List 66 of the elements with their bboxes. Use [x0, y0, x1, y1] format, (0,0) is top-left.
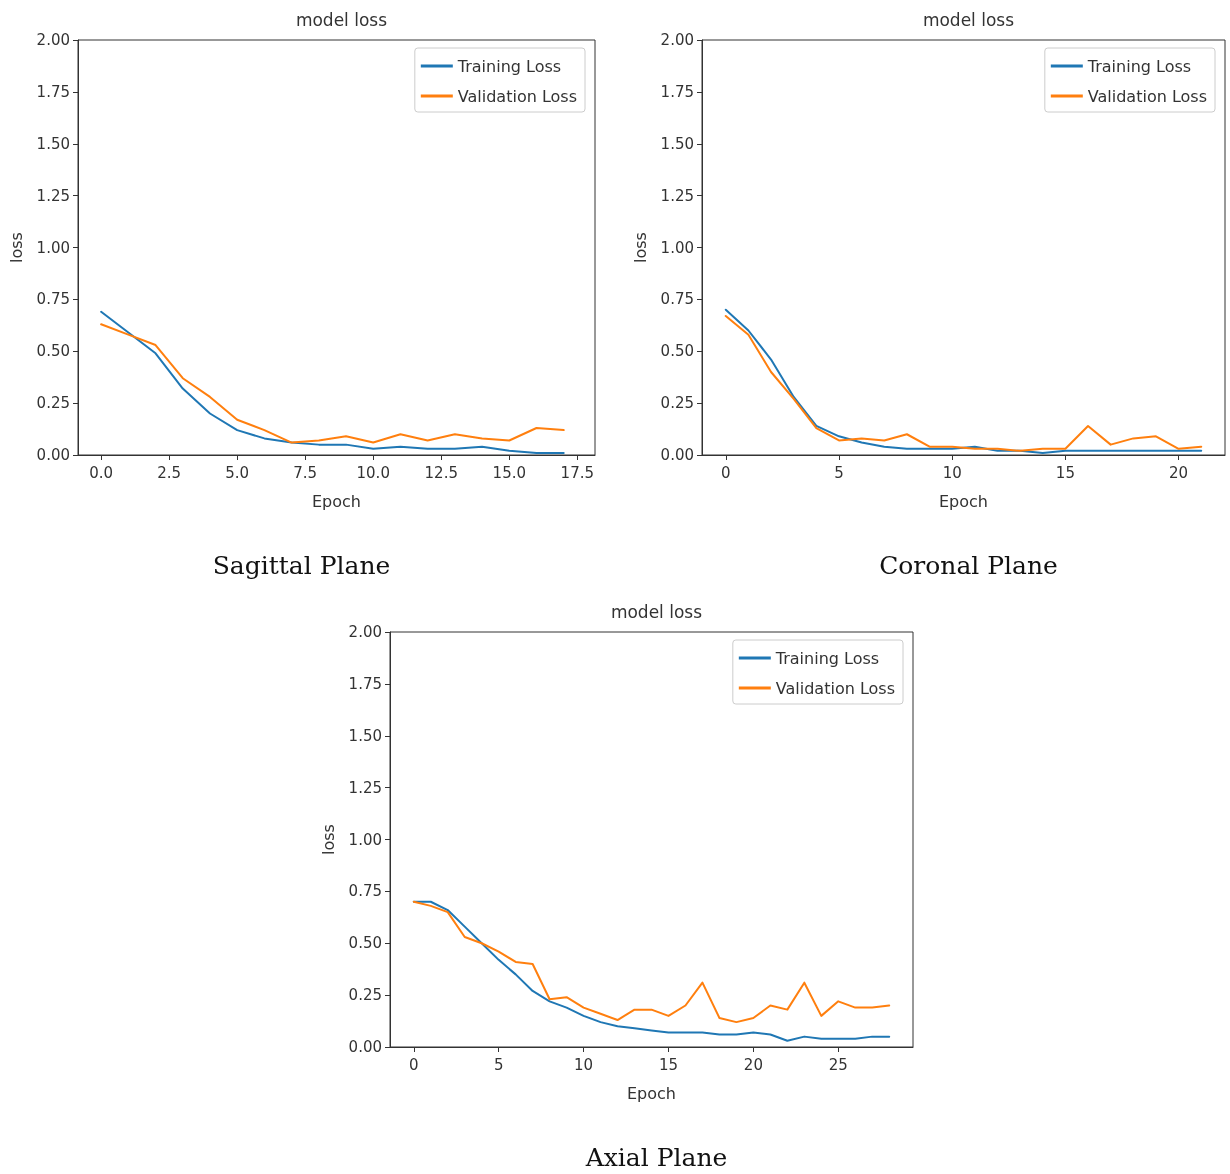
y-axis-title: loss [318, 824, 338, 855]
chart-title: model loss [610, 601, 703, 622]
x-tick-label: 15 [658, 1055, 679, 1074]
x-tick-label: 0 [409, 1055, 419, 1074]
x-axis-title: Epoch [627, 1083, 676, 1103]
x-tick-label: 25 [828, 1055, 848, 1074]
x-tick-label: 0.0 [89, 463, 114, 482]
y-tick-label: 0.00 [660, 446, 694, 464]
y-axis-title: loss [630, 232, 650, 263]
y-tick-label: 0.25 [348, 986, 382, 1005]
y-tick-label: 1.50 [348, 726, 382, 745]
x-tick-label: 10 [574, 1055, 594, 1074]
y-tick-label: 0.75 [660, 290, 694, 309]
y-tick-label: 1.00 [348, 830, 382, 849]
y-axis-title: loss [6, 232, 26, 263]
y-tick-label: 1.25 [36, 186, 70, 205]
x-tick-label: 5 [493, 1055, 504, 1074]
legend-label: Validation Loss [775, 678, 895, 698]
chart-title: model loss [922, 9, 1015, 30]
x-tick-label: 20 [743, 1055, 763, 1074]
y-tick-label: 0.75 [36, 290, 70, 309]
y-tick-label: 2.00 [660, 31, 694, 49]
x-tick-label: 12.5 [424, 463, 458, 482]
line-series [100, 310, 565, 454]
x-tick-label: 10 [942, 463, 962, 482]
legend-label: Validation Loss [457, 86, 577, 106]
chart-title: model loss [295, 9, 388, 30]
y-tick-label: 0.50 [660, 342, 694, 361]
y-tick-label: 1.25 [660, 186, 694, 205]
text: Coronal Plane [879, 551, 1058, 580]
y-tick-label: 0.25 [36, 394, 70, 413]
y-tick-label: 1.25 [348, 778, 382, 797]
y-tick-label: 1.00 [660, 238, 694, 257]
y-tick-label: 1.75 [36, 82, 70, 101]
y-tick-label: 0.00 [348, 1038, 382, 1056]
legend-label: Training Loss [1086, 56, 1192, 76]
x-tick-label: 5 [834, 463, 844, 482]
x-tick-label: 2.5 [157, 463, 182, 482]
legend-label: Validation Loss [1087, 86, 1207, 106]
x-axis-title: Epoch [312, 491, 361, 511]
y-tick-label: 1.50 [36, 134, 70, 153]
y-tick-label: 1.75 [660, 82, 694, 101]
y-tick-label: 1.50 [660, 134, 694, 153]
text: Axial Plane [584, 1143, 728, 1172]
x-tick-label: 7.5 [293, 463, 318, 482]
x-tick-label: 15.0 [492, 463, 526, 482]
text: Sagittal Plane [212, 551, 391, 580]
y-tick-label: 1.75 [348, 674, 382, 693]
legend-label: Training Loss [456, 56, 562, 76]
line-series [100, 323, 565, 444]
x-tick-label: 0 [721, 463, 731, 482]
x-tick-label: 20 [1169, 463, 1189, 482]
x-tick-label: 17.5 [560, 463, 595, 482]
y-tick-label: 2.00 [36, 31, 70, 49]
x-tick-label: 10.0 [356, 463, 390, 482]
legend-label: Training Loss [774, 648, 880, 668]
y-tick-label: 0.50 [348, 934, 382, 953]
y-tick-label: 0.00 [36, 446, 70, 464]
x-tick-label: 15 [1055, 463, 1075, 482]
y-tick-label: 2.00 [348, 623, 382, 641]
x-tick-label: 5.0 [225, 463, 250, 482]
y-tick-label: 0.25 [660, 394, 694, 413]
y-tick-label: 1.00 [36, 238, 70, 257]
y-tick-label: 0.75 [348, 882, 382, 901]
y-tick-label: 0.50 [36, 342, 70, 361]
x-axis-title: Epoch [939, 491, 988, 511]
